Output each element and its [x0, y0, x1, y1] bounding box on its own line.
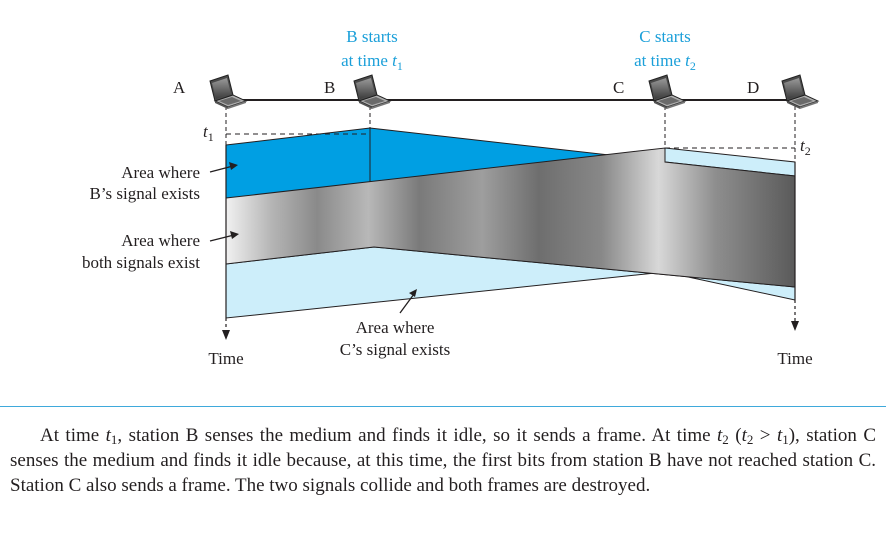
t2-marker-label: t2 — [800, 136, 811, 158]
both-signals-pointer — [209, 234, 235, 242]
laptop-icon-b — [353, 74, 391, 110]
caption-text: At time t1, station B senses the medium … — [10, 425, 876, 496]
c-start-label-line2: at time t2 — [634, 51, 696, 73]
t1-marker-label: t1 — [203, 122, 214, 144]
laptop-icon-a — [209, 74, 247, 110]
station-label-b: B — [324, 78, 335, 97]
b-signal-label-line1: Area where — [121, 163, 200, 182]
station-label-d: D — [747, 78, 759, 97]
b-signal-label-line2: B’s signal exists — [89, 184, 200, 203]
divider-rule — [0, 406, 886, 407]
c-signal-pointer — [399, 293, 415, 314]
c-signal-label-line2: C’s signal exists — [340, 340, 451, 359]
b-start-label-line1: B starts — [346, 27, 397, 46]
both-signals-pointer-head — [230, 231, 239, 239]
time-label-left: Time — [208, 349, 243, 368]
time-label-right: Time — [777, 349, 812, 368]
time-arrow-right-head — [791, 321, 799, 331]
c-signal-pointer-head — [409, 289, 417, 297]
collision-diagram: A B C D B starts at time t1 C starts at … — [82, 27, 819, 368]
b-start-label-line2: at time t1 — [341, 51, 403, 73]
station-label-a: A — [173, 78, 186, 97]
b-signal-pointer-head — [229, 162, 238, 170]
station-label-c: C — [613, 78, 624, 97]
c-start-label-line1: C starts — [639, 27, 690, 46]
figure-caption: At time t1, station B senses the medium … — [10, 423, 876, 498]
time-arrow-left-head — [222, 330, 230, 340]
b-signal-pointer — [209, 165, 234, 173]
both-signals-label-line1: Area where — [121, 231, 200, 250]
both-signals-label-line2: both signals exist — [82, 253, 200, 272]
laptop-icon-d — [781, 74, 819, 110]
c-signal-label-line1: Area where — [356, 318, 435, 337]
laptop-icon-c — [648, 74, 686, 110]
